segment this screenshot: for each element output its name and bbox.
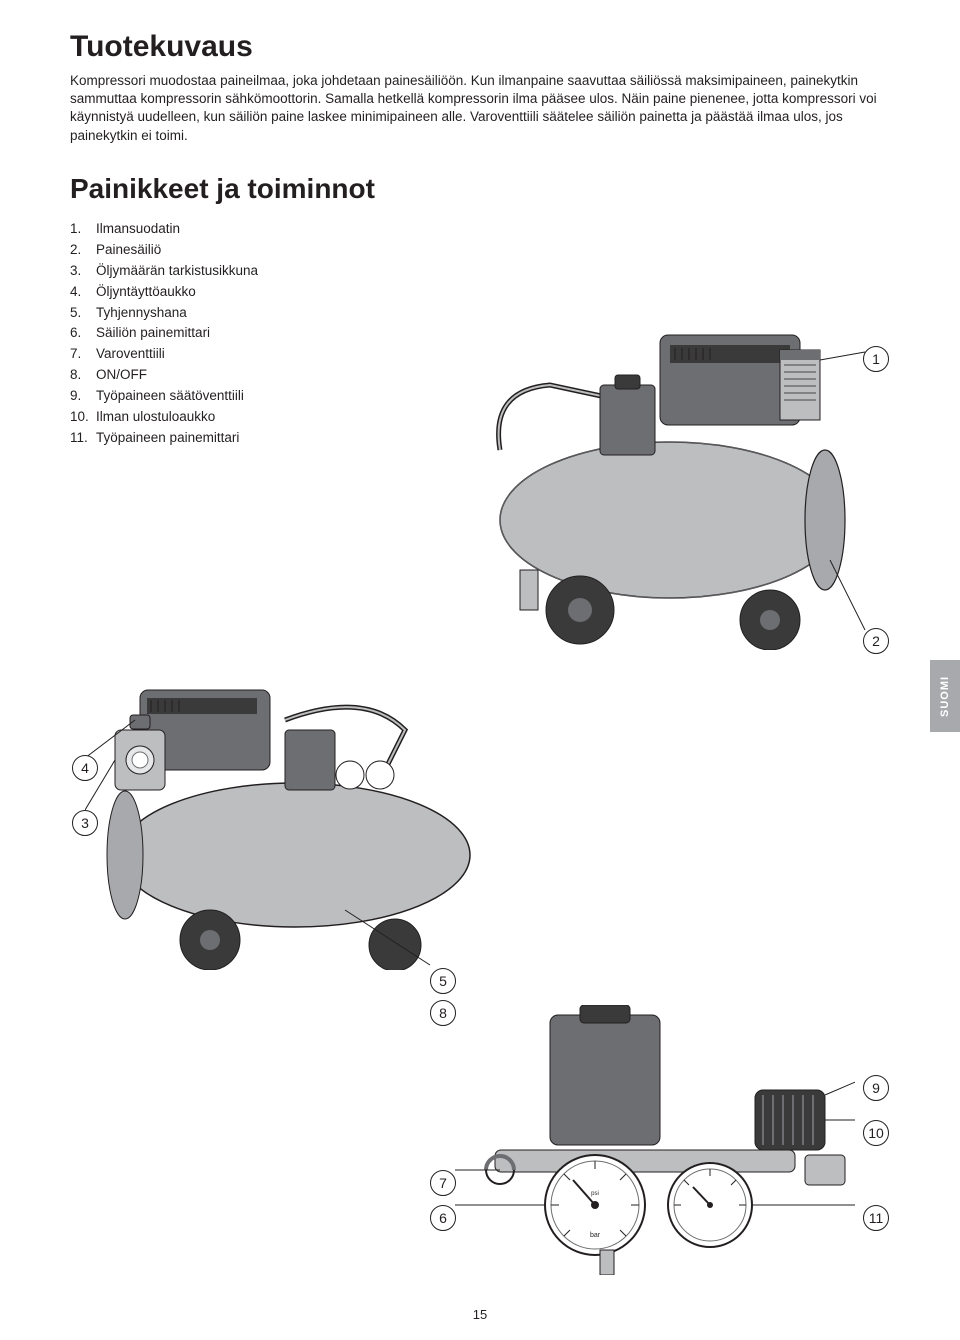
callout-4: 4 [72,755,98,781]
callout-10: 10 [863,1120,889,1146]
list-item: 1.Ilmansuodatin [70,219,890,240]
page-number: 15 [0,1307,960,1322]
section-title: Painikkeet ja toiminnot [70,173,890,205]
callout-11: 11 [863,1205,889,1231]
gauge-unit-bar: bar [590,1232,601,1239]
intro-paragraph: Kompressori muodostaa paineilmaa, joka j… [70,72,890,145]
callout-2: 2 [863,628,889,654]
page-title: Tuotekuvaus [70,30,890,64]
callout-6: 6 [430,1205,456,1231]
list-item: 2.Painesäiliö [70,240,890,261]
language-tab: SUOMI [930,660,960,732]
compressor-illustration-right [470,290,870,650]
callout-5: 5 [430,968,456,994]
callout-8: 8 [430,1000,456,1026]
callout-7: 7 [430,1170,456,1196]
compressor-illustration-left [85,660,485,970]
callout-9: 9 [863,1075,889,1101]
callout-3: 3 [72,810,98,836]
gauge-unit-psi: psi [591,1191,599,1197]
callout-1: 1 [863,346,889,372]
list-item: 3.Öljymäärän tarkistusikkuna [70,261,890,282]
gauge-illustration: bar psi [455,1005,855,1275]
